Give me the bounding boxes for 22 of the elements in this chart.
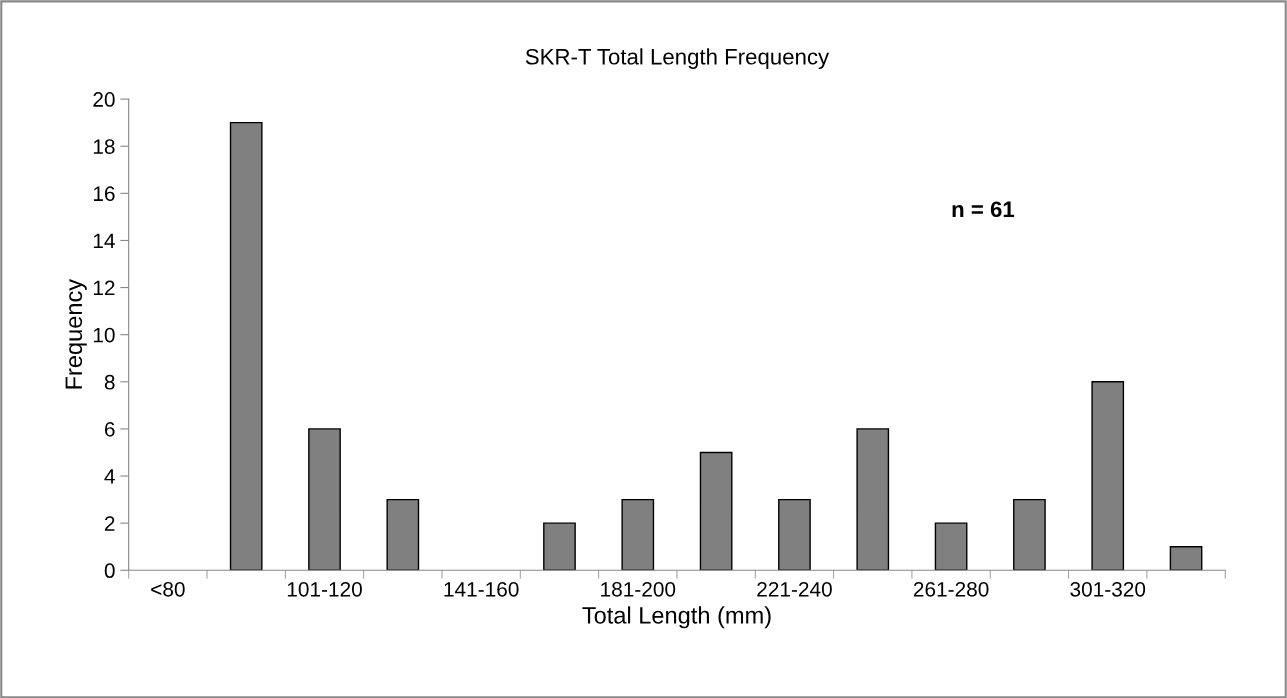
y-tick-label: 14 (93, 233, 115, 249)
x-tick-label: 181-200 (601, 581, 676, 597)
y-tick-label: 20 (93, 92, 115, 107)
y-tick-label: 12 (93, 280, 115, 296)
annotation: n = 61 (952, 201, 1015, 218)
x-tick-label: 141-160 (444, 581, 519, 597)
y-tick-label: 4 (104, 469, 115, 484)
y-tick-label: 6 (104, 421, 115, 437)
x-tick-label: 261-280 (913, 581, 989, 597)
y-tick-label: 8 (104, 374, 115, 390)
y-tick-label: 0 (104, 563, 115, 579)
y-axis-title: Frequency (65, 278, 87, 389)
chart-title: SKR-T Total Length Frequency (525, 48, 830, 69)
x-tick-label: <80 (151, 581, 185, 597)
x-tick-label: 301-320 (1070, 581, 1146, 597)
y-tick-label: 16 (93, 186, 115, 202)
y-tick-label: 10 (93, 327, 115, 343)
y-tick-label: 2 (104, 516, 115, 531)
y-tick-label: 18 (93, 139, 115, 154)
x-tick-label: 221-240 (757, 581, 832, 597)
x-axis-title: Total Length (mm) (582, 606, 771, 629)
x-tick-label: 101-120 (287, 581, 362, 597)
